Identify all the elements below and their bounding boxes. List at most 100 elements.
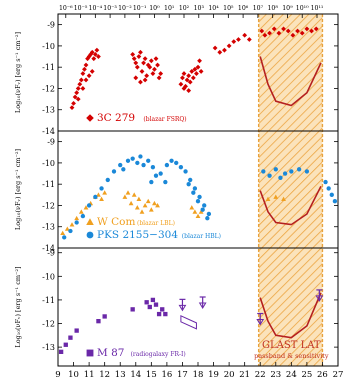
data-point	[141, 60, 146, 66]
bottom-tick-label: 21	[239, 370, 250, 380]
data-point	[82, 66, 87, 72]
data-point	[86, 231, 94, 239]
data-point	[138, 49, 143, 55]
series-0	[58, 297, 168, 354]
data-point	[75, 96, 81, 102]
y-tick-label: -10	[42, 42, 55, 51]
data-point	[259, 28, 265, 34]
data-point	[86, 203, 92, 208]
data-point	[155, 203, 160, 208]
bottom-tick-label: 12	[99, 370, 110, 380]
data-point	[145, 62, 151, 68]
data-point	[150, 297, 156, 303]
data-point	[58, 349, 64, 354]
data-point	[69, 105, 75, 110]
top-tick-label: 10⁷	[253, 5, 264, 12]
top-axis-frequency-labels: 10⁻⁶ 10⁻⁵ 10⁻⁴ 10⁻³ 10⁻² 10⁻¹ 10⁰ 10¹ 10² 10³ 10⁴ 1…	[59, 5, 323, 18]
y-tick-label: -13	[42, 343, 55, 352]
data-point	[190, 75, 196, 81]
data-point	[148, 58, 154, 64]
data-point	[180, 75, 185, 81]
data-point	[278, 175, 283, 180]
data-point	[186, 182, 191, 187]
data-point	[83, 62, 89, 68]
data-point	[156, 311, 162, 317]
data-point	[304, 169, 310, 174]
top-tick-label: 10⁻³	[103, 5, 117, 12]
data-point	[68, 335, 73, 340]
top-tick-label: 10⁻⁶	[59, 5, 73, 12]
data-point	[135, 160, 140, 166]
data-point	[289, 169, 294, 174]
data-point	[96, 192, 101, 197]
data-point	[183, 83, 188, 89]
data-point	[63, 342, 68, 347]
data-point	[130, 156, 135, 161]
data-point	[181, 71, 187, 76]
data-point	[71, 100, 76, 106]
data-point	[121, 167, 126, 172]
bottom-tick-label: 18	[193, 370, 204, 380]
data-point	[189, 69, 195, 74]
data-point	[265, 196, 271, 201]
data-point	[78, 77, 84, 83]
top-tick-label: 10³	[194, 5, 205, 12]
panel-middle: -9 -10 -11 -12 -13 -14 Log₁₀(νFᵥ) [erg s⁻¹ cm⁻…	[14, 138, 338, 253]
data-point	[323, 179, 328, 185]
data-point	[74, 215, 80, 221]
data-point	[273, 167, 278, 172]
data-point	[197, 194, 202, 200]
top-tick-label: 10⁻⁴	[89, 5, 103, 12]
bottom-tick-label: 14	[130, 370, 141, 380]
data-point	[304, 26, 310, 32]
top-tick-label: 10⁶	[238, 5, 249, 12]
data-point	[290, 32, 296, 38]
data-point	[91, 56, 97, 62]
bottom-tick-label: 17	[177, 370, 188, 380]
data-point	[242, 32, 248, 38]
panel-frames	[57, 13, 339, 367]
data-point	[160, 307, 165, 312]
data-point	[136, 54, 142, 59]
top-tick-label: 10¹⁰	[296, 5, 309, 12]
data-point	[74, 220, 79, 225]
data-point	[139, 69, 145, 74]
bottom-tick-label: 25	[301, 370, 312, 380]
glast-sensitivity-curve	[259, 185, 322, 226]
data-point	[105, 177, 110, 183]
upper-limit-arrow	[315, 295, 324, 302]
data-point	[187, 79, 193, 85]
data-point	[86, 73, 92, 79]
data-point	[147, 304, 152, 310]
data-point	[128, 200, 134, 206]
data-point	[145, 198, 151, 204]
data-point	[152, 66, 157, 72]
y-tick-label: -9	[47, 138, 55, 147]
bottom-tick-label: 15	[146, 370, 157, 380]
legend-note: (radiogalaxy FR-I)	[131, 351, 186, 358]
data-point	[131, 56, 137, 62]
y-tick-label: -11	[42, 63, 55, 72]
data-point	[194, 71, 199, 76]
glast-band	[257, 14, 324, 366]
data-point	[130, 52, 136, 57]
bottom-tick-label: 11	[84, 370, 95, 380]
glast-band-fill	[258, 14, 323, 366]
data-point	[261, 169, 266, 174]
data-point	[89, 69, 95, 74]
data-point	[89, 49, 95, 55]
data-point	[131, 192, 137, 197]
data-point	[198, 69, 204, 74]
data-point	[186, 88, 192, 93]
data-point	[184, 77, 190, 83]
data-point	[136, 196, 142, 201]
panel-top: -9 -10 -11 -12 -13 -14 Log₁₀(νFᵥ) [erg s⁻¹ cm⁻…	[14, 21, 338, 136]
bottom-tick-label: 13	[115, 370, 126, 380]
data-point	[189, 205, 195, 210]
data-point	[206, 211, 212, 217]
data-point	[118, 162, 123, 168]
panels: -9 -10 -11 -12 -13 -14 Log₁₀(νFᵥ) [erg s⁻¹ cm⁻…	[14, 21, 338, 360]
data-point	[202, 203, 207, 208]
data-point	[146, 158, 151, 163]
